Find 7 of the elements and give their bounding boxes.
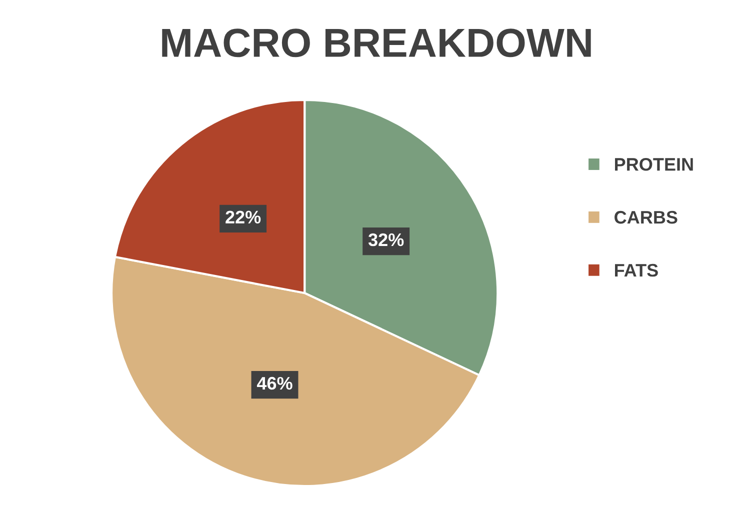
data-label: 32%: [368, 233, 404, 246]
data-label: 22%: [226, 210, 261, 224]
legend-label: PROTEIN: [615, 158, 693, 171]
chart-title: MACRO BREAKDOWN: [162, 28, 591, 58]
legend-label: CARBS: [614, 210, 678, 224]
legend-label: FATS: [615, 264, 658, 277]
data-label: 46%: [256, 376, 292, 390]
